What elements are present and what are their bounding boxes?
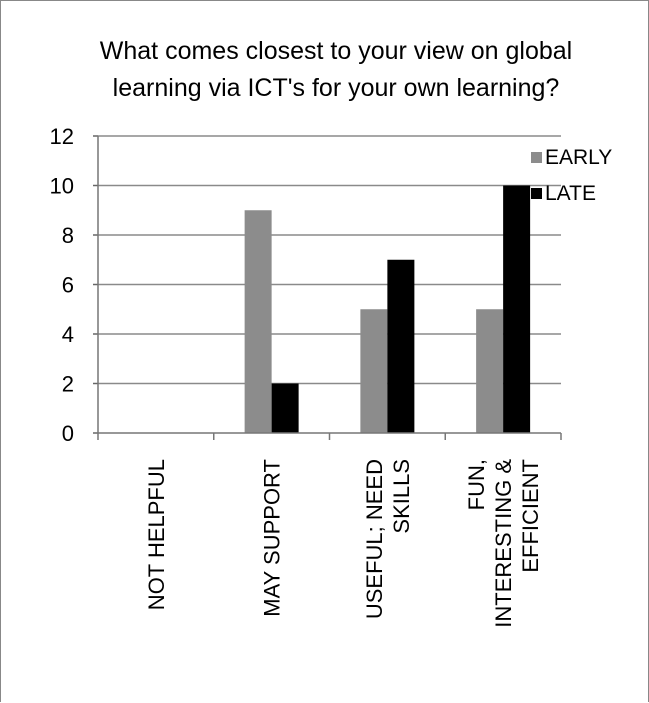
category-label-3: FUN, INTERESTING & EFFICIENT	[464, 459, 543, 628]
category-label-line: SKILLS	[389, 459, 414, 534]
bar-early-1	[244, 210, 272, 433]
legend: EARLY LATE	[531, 146, 612, 205]
legend-swatch-late	[531, 188, 542, 199]
legend-label-late: LATE	[545, 182, 596, 205]
bar-late-3	[503, 185, 531, 433]
bar-early-3	[476, 309, 504, 433]
category-label-line: MAY SUPPORT	[260, 459, 285, 617]
bar-early-2	[360, 309, 388, 433]
axes	[97, 136, 562, 440]
y-tick-label: 8	[62, 223, 74, 248]
category-label-line: EFFICIENT	[518, 459, 543, 573]
y-tick-label: 4	[62, 322, 74, 347]
y-axis-tick-labels: 0 2 4 6 8 10 12	[50, 124, 98, 446]
category-label-line: INTERESTING &	[491, 459, 516, 628]
legend-swatch-early	[531, 152, 542, 163]
chart-title-line-1: What comes closest to your view on globa…	[100, 37, 572, 65]
bar-late-1	[271, 383, 299, 433]
y-tick-label: 6	[62, 273, 74, 298]
y-tick-label: 2	[62, 372, 74, 397]
category-label-2: USEFUL; NEED SKILLS	[362, 459, 414, 619]
category-label-0: NOT HELPFUL	[144, 459, 169, 610]
category-label-line: USEFUL; NEED	[362, 459, 387, 619]
chart-title-line-2: learning via ICT's for your own learning…	[113, 74, 560, 102]
y-tick-label: 10	[50, 174, 74, 199]
x-axis-category-labels: NOT HELPFUL MAY SUPPORT USEFUL; NEED SKILLS…	[144, 459, 543, 628]
chart-title: What comes closest to your view on globa…	[100, 37, 572, 102]
category-label-1: MAY SUPPORT	[260, 459, 285, 617]
category-label-line: NOT HELPFUL	[144, 459, 169, 610]
category-label-line: FUN,	[464, 459, 489, 510]
bars	[244, 185, 531, 433]
y-tick-label: 0	[62, 421, 74, 446]
y-tick-label: 12	[50, 124, 74, 149]
legend-label-early: EARLY	[545, 146, 612, 169]
bar-late-2	[387, 259, 415, 433]
